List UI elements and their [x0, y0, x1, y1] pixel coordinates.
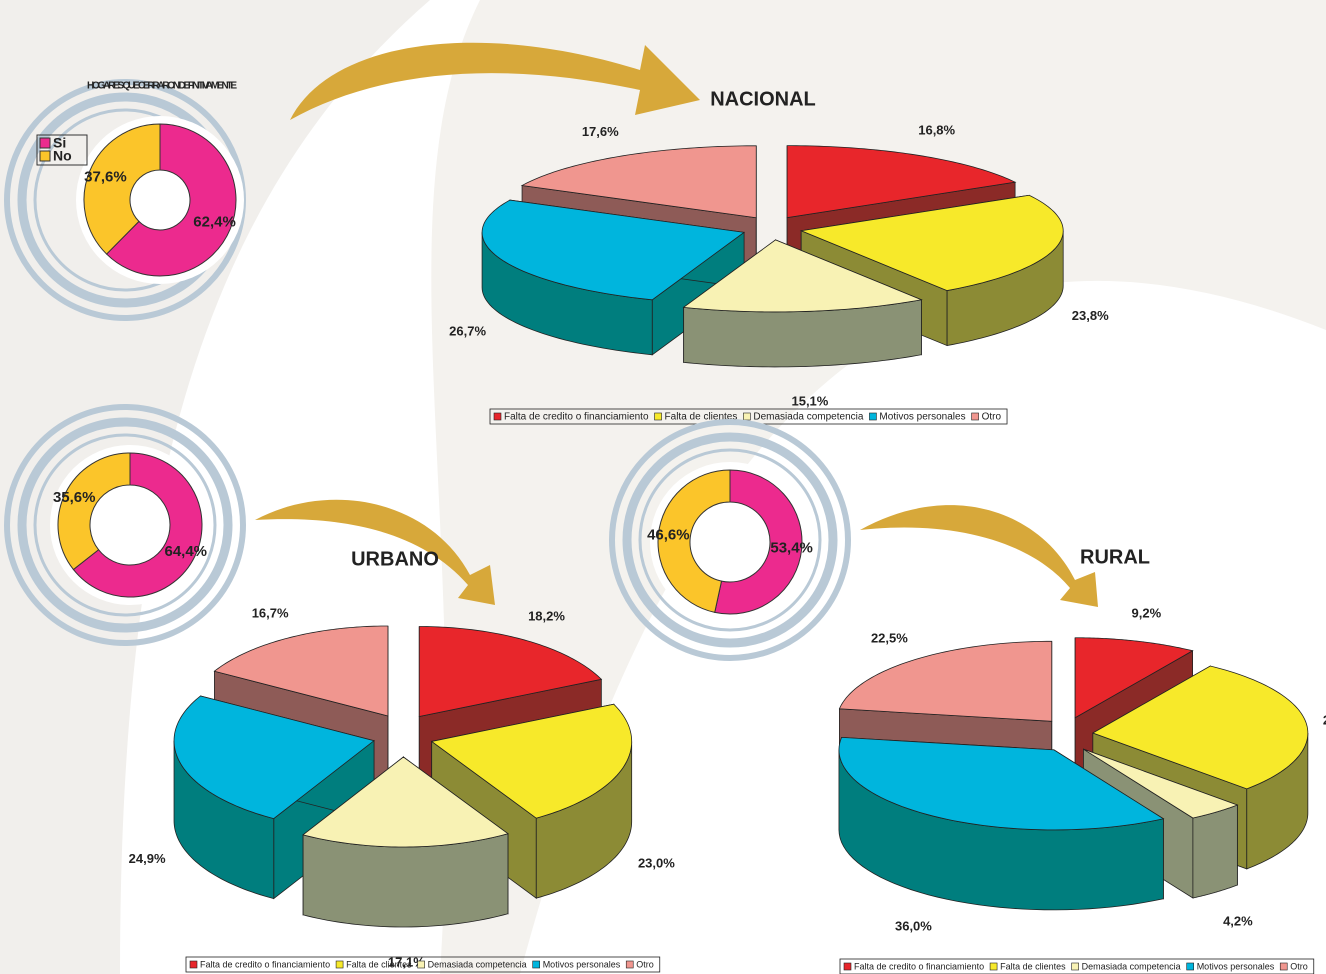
chart-title: HOGARES QUE CERRARON DEFINITIVAMENTE	[87, 81, 237, 92]
legend-swatch	[1279, 962, 1288, 971]
data-label: 22,5%	[871, 631, 908, 646]
legend-label: Motivos personales	[1197, 961, 1275, 971]
slice-top	[1083, 748, 1239, 819]
chart-title: URBANO	[351, 548, 439, 570]
data-label: 37,6%	[84, 169, 127, 186]
legend-label: Motivos personales	[879, 412, 965, 423]
legend-box	[36, 134, 88, 166]
legend-swatch	[1186, 962, 1194, 971]
decor-ring	[33, 433, 217, 617]
data-label: 9,2%	[1132, 606, 1162, 621]
data-label: 15,1%	[791, 394, 828, 409]
legend-label: Si	[53, 135, 66, 151]
slice-top	[173, 695, 375, 820]
legend-swatch	[493, 412, 502, 421]
legend-swatch	[1071, 962, 1079, 971]
donut-slice	[83, 123, 161, 255]
data-label: 26,7%	[449, 323, 486, 338]
legend-label: Otro	[1290, 961, 1308, 971]
legend-label: Otro	[636, 959, 654, 969]
arrow	[290, 42, 700, 120]
legend-label: Falta de clientes	[665, 412, 738, 423]
chart-title: RURAL	[1080, 546, 1150, 568]
decor-ring	[622, 432, 838, 648]
legend-box	[185, 956, 661, 973]
slice-top	[418, 626, 603, 717]
legend-swatch	[989, 962, 998, 971]
data-label: 17,6%	[582, 124, 619, 139]
legend-label: Falta de credito o financiamiento	[200, 959, 330, 969]
data-label: 62,4%	[193, 213, 236, 230]
legend-label: Motivos personales	[543, 959, 621, 969]
data-label: 17,1%	[388, 954, 425, 969]
slice-top	[520, 145, 757, 219]
decor-ring	[609, 419, 851, 661]
slice-top	[1074, 637, 1194, 719]
decor-ring	[4, 404, 246, 646]
donut-slice	[714, 469, 803, 615]
data-label: 64,4%	[164, 543, 207, 560]
legend-label: Falta de credito o financiamiento	[854, 961, 984, 971]
legend-label: Demasiada competencia	[753, 412, 863, 423]
legend-swatch	[189, 960, 198, 969]
data-label: 24,9%	[129, 851, 166, 866]
legend-swatch	[743, 412, 751, 421]
legend-swatch	[532, 960, 540, 969]
legend-label: Falta de clientes	[1000, 961, 1066, 971]
data-label: 35,6%	[53, 489, 96, 506]
chart-title: NACIONAL	[710, 88, 816, 110]
data-label: 16,8%	[918, 123, 955, 138]
slice-top	[682, 239, 923, 313]
donut-slice	[57, 452, 131, 571]
slice-top	[1091, 665, 1309, 790]
donut-slice	[657, 469, 731, 613]
data-label: 23,8%	[1072, 308, 1109, 323]
legend-label: Demasiada competencia	[428, 959, 527, 969]
slice-top	[430, 703, 633, 819]
arrow	[860, 505, 1098, 607]
slice-top	[481, 199, 746, 301]
slice-top	[786, 145, 1017, 219]
data-label: 46,6%	[647, 526, 690, 543]
slice-top	[838, 640, 1053, 722]
slice-top	[302, 756, 509, 848]
legend-swatch	[417, 960, 425, 969]
donut-slice	[72, 452, 203, 598]
slice-wall	[1192, 804, 1238, 899]
donut-slice	[105, 123, 237, 277]
legend-swatch	[843, 962, 852, 971]
legend-swatch	[869, 412, 877, 421]
legend-swatch	[39, 137, 51, 149]
slice-top	[838, 736, 1165, 831]
legend-label: Falta de credito o financiamiento	[504, 412, 649, 423]
arrow	[255, 499, 495, 605]
data-label: 36,0%	[895, 919, 932, 934]
legend-swatch	[625, 960, 634, 969]
slice-wall	[302, 833, 509, 928]
legend-swatch	[39, 150, 51, 162]
data-label: 28,1%	[1323, 713, 1326, 728]
legend-box	[839, 958, 1315, 974]
legend-label: Otro	[982, 412, 1002, 423]
slice-top	[799, 194, 1064, 291]
legend-swatch	[335, 960, 344, 969]
legend-label: Demasiada competencia	[1082, 961, 1181, 971]
slice-top	[213, 625, 389, 717]
decor-ring	[638, 448, 822, 632]
legend: Falta de credito o financiamiento Falta d…	[185, 956, 661, 973]
legend-swatch	[971, 412, 979, 421]
data-label: 18,2%	[528, 609, 565, 624]
decor-ring	[17, 417, 233, 633]
legend: Falta de credito o financiamiento Falta d…	[839, 958, 1315, 974]
legend-label: Falta de clientes	[346, 959, 412, 969]
data-label: 53,4%	[770, 540, 813, 557]
legend-swatch	[654, 412, 662, 421]
data-label: 16,7%	[252, 605, 289, 620]
data-label: 23,0%	[638, 855, 675, 870]
legend-label: No	[53, 148, 72, 164]
data-label: 4,2%	[1223, 914, 1253, 929]
